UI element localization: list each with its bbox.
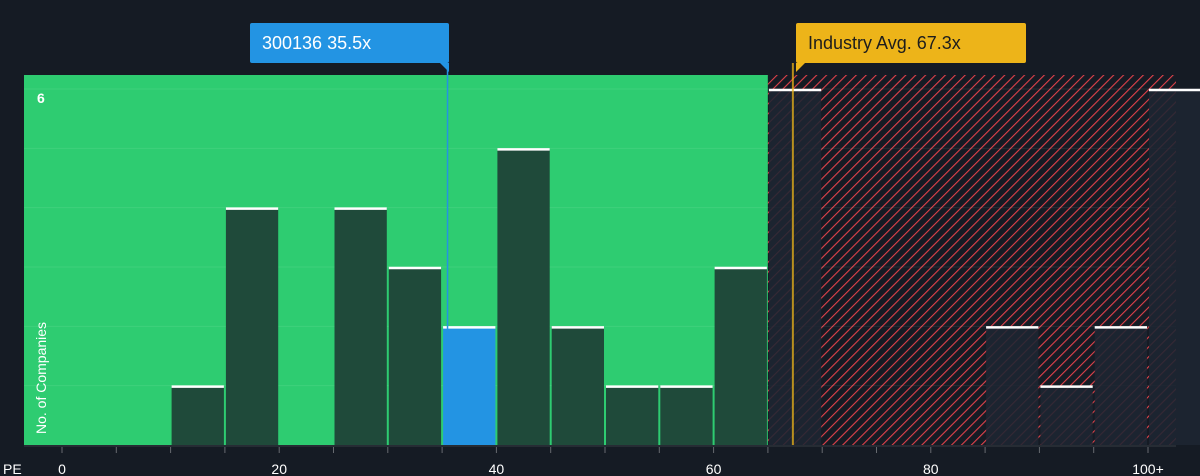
highlight-bar — [443, 326, 496, 445]
company-pe-badge: 300136 35.5x — [250, 23, 449, 63]
x-tick-label: 100+ — [1132, 461, 1164, 476]
histogram-bar — [334, 207, 387, 445]
histogram-bar — [986, 326, 1039, 445]
company-badge-pointer — [440, 63, 449, 72]
y-axis-label: No. of Companies — [33, 322, 49, 434]
histogram-bar — [606, 385, 659, 445]
x-tick-label: 0 — [58, 461, 66, 476]
histogram-bar — [714, 267, 767, 445]
x-axis-label: PE — [3, 461, 22, 476]
histogram-bar — [660, 385, 713, 445]
x-tick-label: 60 — [706, 461, 722, 476]
histogram-bar — [551, 326, 604, 445]
industry-avg-badge: Industry Avg. 67.3x — [796, 23, 1026, 63]
industry-badge-pointer — [796, 63, 805, 72]
x-tick-label: 40 — [489, 461, 505, 476]
x-tick-label: 80 — [923, 461, 939, 476]
bars — [171, 88, 1200, 446]
x-axis-ticks: 0 20 40 60 80 100+ — [24, 445, 1176, 476]
histogram-bar — [497, 148, 550, 446]
histogram-bar — [171, 385, 224, 445]
histogram-bar — [225, 207, 279, 445]
histogram-bar — [1094, 326, 1147, 445]
histogram-bar — [1149, 89, 1200, 445]
x-tick-label: 20 — [271, 461, 287, 476]
y-tick-label: 6 — [37, 90, 45, 106]
histogram-bar — [768, 89, 822, 445]
histogram-bar — [1040, 385, 1093, 445]
histogram-bar — [388, 267, 442, 445]
